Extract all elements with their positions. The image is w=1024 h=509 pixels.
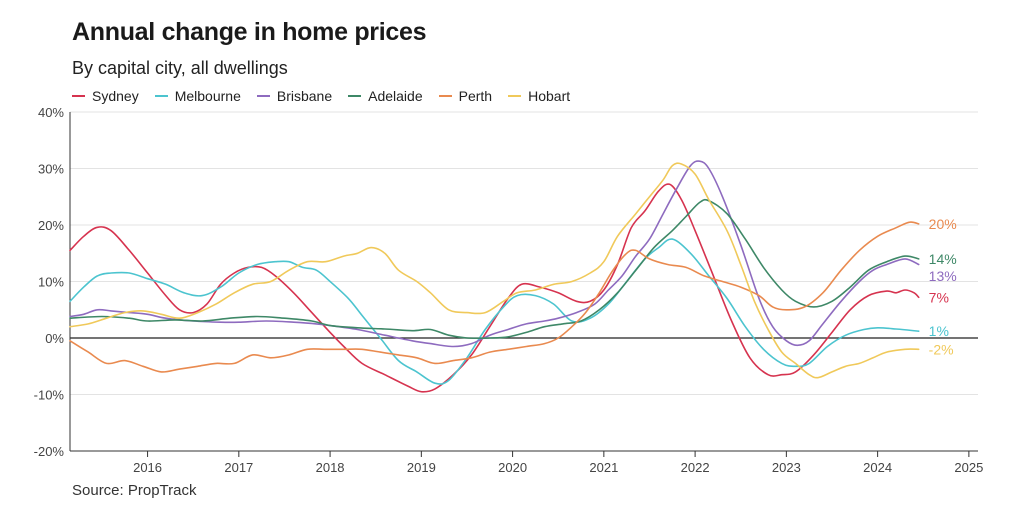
y-tick-label: 20% bbox=[38, 218, 64, 233]
legend-item: Hobart bbox=[508, 88, 570, 104]
series-line-melbourne bbox=[69, 238, 920, 385]
series-line-brisbane bbox=[69, 160, 920, 348]
grid-lines bbox=[70, 111, 978, 452]
x-tick-label: 2023 bbox=[772, 460, 801, 475]
chart-legend: Sydney Melbourne Brisbane Adelaide Perth Hoba… bbox=[72, 88, 570, 104]
x-tick-label: 2018 bbox=[316, 460, 345, 475]
legend-item: Adelaide bbox=[348, 88, 423, 104]
legend-item: Sydney bbox=[72, 88, 139, 104]
chart-title: Annual change in home prices bbox=[72, 18, 427, 46]
legend-swatch bbox=[508, 95, 522, 97]
x-tick-label: 2017 bbox=[224, 460, 253, 475]
y-tick-label: -10% bbox=[34, 388, 65, 403]
end-label-sydney: 7% bbox=[929, 289, 949, 305]
legend-label: Hobart bbox=[528, 88, 571, 104]
end-label-melbourne: 1% bbox=[929, 323, 949, 339]
legend-swatch bbox=[256, 95, 270, 97]
series-line-hobart bbox=[69, 162, 920, 379]
legend-label: Melbourne bbox=[174, 88, 241, 104]
legend-item: Perth bbox=[438, 88, 493, 104]
x-tick-label: 2019 bbox=[407, 460, 436, 475]
legend-label: Perth bbox=[458, 88, 493, 104]
x-tick-label: 2024 bbox=[863, 460, 892, 475]
end-label-perth: 20% bbox=[929, 216, 957, 232]
y-tick-label: 10% bbox=[38, 275, 64, 290]
x-tick-label: 2021 bbox=[589, 460, 618, 475]
series-line-perth bbox=[69, 221, 920, 373]
legend-label: Sydney bbox=[92, 88, 139, 104]
legend-swatch bbox=[154, 95, 168, 97]
axes: 40% 30% 20% 10% 0% -10% -20% 2016 2017 2018 2019 20… bbox=[34, 105, 984, 475]
end-label-adelaide: 14% bbox=[929, 251, 957, 267]
end-label-hobart: -2% bbox=[929, 341, 954, 357]
x-tick-label: 2020 bbox=[498, 460, 527, 475]
chart-subtitle: By capital city, all dwellings bbox=[72, 58, 288, 78]
series-line-adelaide bbox=[69, 198, 920, 340]
y-tick-label: 0% bbox=[45, 331, 64, 346]
legend-label: Adelaide bbox=[368, 88, 423, 104]
legend-swatch bbox=[72, 95, 85, 97]
legend-item: Melbourne bbox=[154, 88, 241, 104]
legend-item: Brisbane bbox=[256, 88, 333, 104]
end-label-brisbane: 13% bbox=[929, 268, 957, 284]
x-tick-label: 2025 bbox=[954, 460, 983, 475]
x-tick-label: 2022 bbox=[681, 460, 710, 475]
series-line-sydney bbox=[69, 183, 920, 393]
series-lines bbox=[69, 160, 920, 393]
source-note: Source: PropTrack bbox=[72, 482, 197, 499]
y-tick-label: 30% bbox=[38, 162, 64, 177]
legend-label: Brisbane bbox=[276, 88, 333, 104]
y-tick-label: -20% bbox=[34, 444, 65, 459]
x-tick-label: 2016 bbox=[133, 460, 162, 475]
end-labels: 7% 1% 13%14% 20% -2% bbox=[929, 216, 957, 357]
y-tick-label: 40% bbox=[38, 105, 64, 120]
legend-swatch bbox=[348, 95, 362, 97]
legend-swatch bbox=[438, 95, 452, 97]
